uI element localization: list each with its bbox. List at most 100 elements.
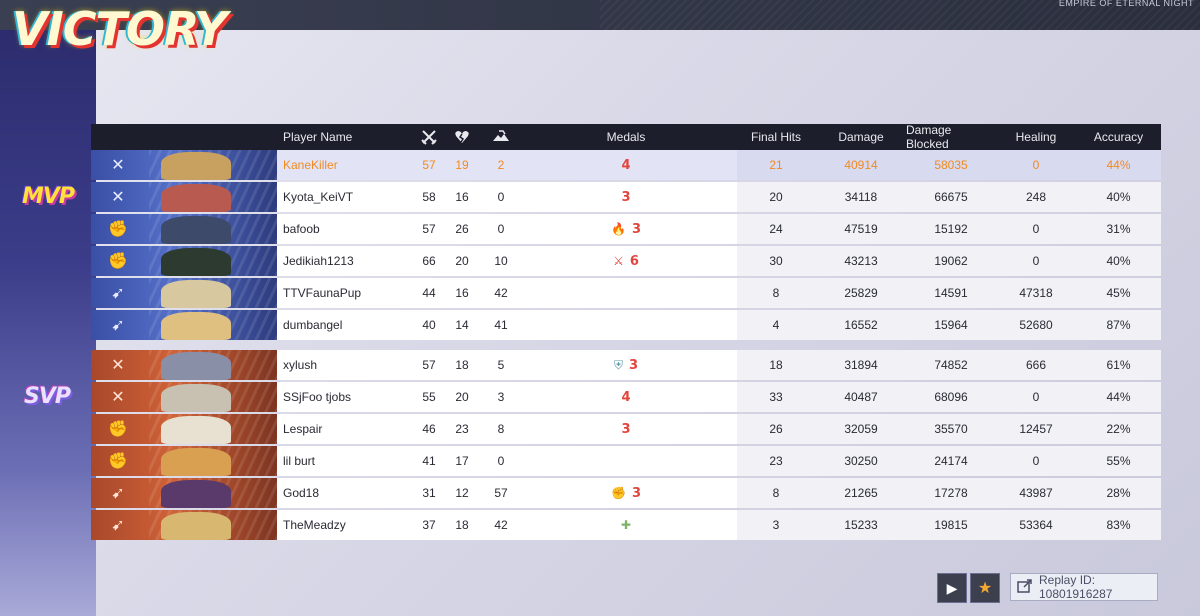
healing-value: 12457 — [1019, 422, 1053, 436]
accuracy-value: 55% — [1106, 454, 1131, 468]
team-blue-player-row[interactable]: ➹ dumbangel 40 14 41 4 16552 15964 52680… — [91, 310, 1161, 340]
favorite-button[interactable]: ★ — [970, 573, 1000, 603]
team-blue-player-row[interactable]: ✊ Jedikiah1213 66 20 10 ⚔ 6 30 43213 1906… — [91, 246, 1161, 276]
hero-portrait: ✕ — [91, 350, 277, 380]
team-red-player-row[interactable]: ✕ SSjFoo tjobs 55 20 3 4 33 40487 68096 … — [91, 382, 1161, 412]
kills-value: 57 — [422, 158, 436, 172]
team-red-player-row[interactable]: ✊ lil burt 41 17 0 23 30250 24174 0 55% — [91, 446, 1161, 476]
kills-value: 37 — [422, 518, 436, 532]
strategist-role-icon: ➹ — [111, 517, 125, 534]
hero-portrait: ✕ — [91, 382, 277, 412]
svp-badge: SVP — [24, 384, 71, 409]
team-blue-player-row[interactable]: ➹ TTVFaunaPup 44 16 42 8 25829 14591 473… — [91, 278, 1161, 308]
team-red-player-row[interactable]: ➹ God18 31 12 57 ✊ 3 8 21265 17278 43987 … — [91, 478, 1161, 508]
medals-cell: ✊ 3 — [561, 478, 691, 508]
medals-cell: 4 — [561, 150, 691, 180]
hero-portrait: ➹ — [91, 510, 277, 540]
header-player-name: Player Name — [283, 130, 353, 144]
player-name: TheMeadzy — [283, 518, 346, 532]
damage-blocked-value: 19815 — [934, 518, 968, 532]
deaths-value: 16 — [455, 286, 469, 300]
deaths-value: 19 — [455, 158, 469, 172]
play-replay-button[interactable]: ▶ — [937, 573, 967, 603]
medals-cell: 3 — [561, 414, 691, 444]
header-accuracy: Accuracy — [1093, 130, 1144, 144]
healing-value: 52680 — [1019, 318, 1053, 332]
fist-medal-icon: ✊ — [611, 486, 626, 500]
team-red-player-row[interactable]: ➹ TheMeadzy 37 18 42 ✚ 3 15233 19815 533… — [91, 510, 1161, 540]
kills-value: 66 — [422, 254, 436, 268]
medal-count: 3 — [621, 189, 631, 205]
deaths-value: 23 — [455, 422, 469, 436]
medals-cell: ⚔ 6 — [561, 246, 691, 276]
flame-medal-icon: 🔥 — [611, 222, 626, 236]
replay-id-button[interactable]: Replay ID: 10801916287 — [1010, 573, 1158, 601]
accuracy-value: 87% — [1106, 318, 1131, 332]
assists-value: 5 — [497, 358, 505, 372]
medal-count: 3 — [631, 221, 641, 237]
kills-value: 40 — [422, 318, 436, 332]
player-name: Kyota_KeiVT — [283, 190, 354, 204]
hero-portrait: ✕ — [91, 150, 277, 180]
accuracy-value: 45% — [1106, 286, 1131, 300]
player-name: xylush — [283, 358, 318, 372]
assists-value: 8 — [497, 422, 505, 436]
hero-portrait: ✊ — [91, 214, 277, 244]
vanguard-role-icon: ✊ — [108, 253, 128, 270]
duelist-role-icon: ✕ — [111, 389, 125, 406]
hero-portrait: ✊ — [91, 446, 277, 476]
final-hits-value: 18 — [769, 358, 783, 372]
deaths-value: 17 — [455, 454, 469, 468]
final-hits-value: 3 — [772, 518, 780, 532]
medals-cell: 3 — [561, 182, 691, 212]
healing-value: 43987 — [1019, 486, 1053, 500]
player-name: God18 — [283, 486, 320, 500]
header-medals: Medals — [606, 130, 646, 144]
team-blue-player-row[interactable]: ✊ bafoob 57 26 0 🔥 3 24 47519 15192 0 31% — [91, 214, 1161, 244]
team-blue-player-row[interactable]: ✕ Kyota_KeiVT 58 16 0 3 20 34118 66675 2… — [91, 182, 1161, 212]
left-decorative-band — [0, 30, 96, 616]
kills-value: 31 — [422, 486, 436, 500]
deaths-value: 14 — [455, 318, 469, 332]
healing-value: 47318 — [1019, 286, 1053, 300]
healing-value: 0 — [1032, 158, 1040, 172]
kills-value: 46 — [422, 422, 436, 436]
assists-value: 0 — [497, 222, 505, 236]
assists-value: 2 — [497, 158, 505, 172]
vanguard-role-icon: ✊ — [108, 221, 128, 238]
healing-value: 666 — [1025, 358, 1047, 372]
medal-count: 3 — [631, 485, 641, 501]
hero-portrait: ➹ — [91, 310, 277, 340]
map-name: EMPIRE OF ETERNAL NIGHT — [1058, 0, 1194, 8]
deaths-value: 20 — [455, 254, 469, 268]
medals-cell: 🔥 3 — [561, 214, 691, 244]
final-hits-value: 21 — [769, 158, 783, 172]
healing-value: 53364 — [1019, 518, 1053, 532]
team-blue-player-row[interactable]: ✕ KaneKiller 57 19 2 4 21 40914 58035 0 … — [91, 150, 1161, 180]
accuracy-value: 22% — [1106, 422, 1131, 436]
player-name: lil burt — [283, 454, 316, 468]
damage-value: 43213 — [844, 254, 878, 268]
assists-value: 57 — [494, 486, 508, 500]
medal-count: 3 — [628, 357, 639, 373]
deaths-value: 12 — [455, 486, 469, 500]
kills-value: 55 — [422, 390, 436, 404]
deaths-value: 16 — [455, 190, 469, 204]
assists-value: 3 — [497, 390, 505, 404]
header-final-hits: Final Hits — [750, 130, 801, 144]
damage-value: 31894 — [844, 358, 878, 372]
assists-value: 0 — [497, 190, 505, 204]
deaths-value: 18 — [455, 518, 469, 532]
final-hits-value: 33 — [769, 390, 783, 404]
team-blue-rows: ✕ KaneKiller 57 19 2 4 21 40914 58035 0 … — [91, 150, 1161, 340]
damage-value: 47519 — [844, 222, 878, 236]
medals-cell: ✚ — [561, 510, 691, 540]
final-hits-value: 24 — [769, 222, 783, 236]
accuracy-value: 44% — [1106, 390, 1131, 404]
hero-portrait: ➹ — [91, 478, 277, 508]
strategist-role-icon: ➹ — [111, 285, 125, 302]
team-red-player-row[interactable]: ✊ Lespair 46 23 8 3 26 32059 35570 12457… — [91, 414, 1161, 444]
deaths-value: 26 — [455, 222, 469, 236]
shield-medal-icon: ⛨ — [613, 357, 623, 372]
team-red-player-row[interactable]: ✕ xylush 57 18 5 ⛨ 3 18 31894 74852 666 6… — [91, 350, 1161, 380]
